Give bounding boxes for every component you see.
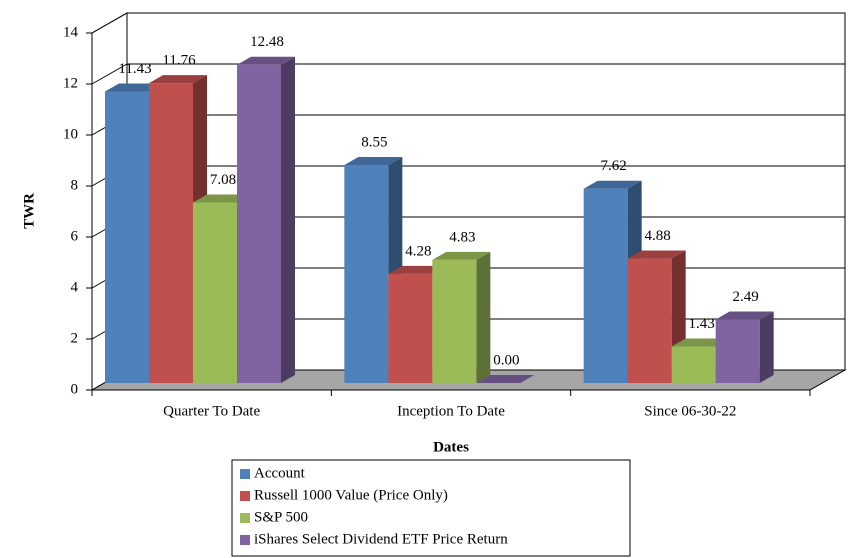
- data-label: 4.28: [405, 243, 431, 259]
- legend-swatch: [240, 469, 250, 479]
- data-label: 4.88: [645, 228, 671, 244]
- grid-line: [91, 12, 128, 34]
- x-axis-label: Dates: [433, 439, 469, 455]
- y-tick-label: 12: [63, 75, 78, 91]
- y-tick-label: 8: [71, 177, 79, 193]
- bar-top: [344, 156, 403, 165]
- data-label: 7.62: [601, 158, 627, 174]
- y-tick-label: 14: [63, 24, 79, 40]
- data-label: 11.76: [162, 53, 196, 69]
- y-axis-label: TWR: [21, 193, 37, 229]
- y-tick-label: 10: [63, 126, 78, 142]
- bar: [388, 273, 433, 383]
- bar: [105, 91, 149, 383]
- bar-top: [193, 194, 251, 203]
- bar-top: [149, 75, 207, 84]
- y-tick-label: 6: [71, 228, 79, 244]
- data-label: 0.00: [493, 352, 519, 368]
- legend-swatch: [240, 535, 250, 545]
- bar: [432, 259, 477, 383]
- y-tick-label: 4: [71, 279, 79, 295]
- bar-side: [476, 251, 491, 383]
- bar: [627, 258, 672, 383]
- legend: [231, 459, 631, 557]
- bar-side: [759, 311, 774, 383]
- bar-top: [671, 338, 730, 347]
- grid-line: [91, 63, 128, 85]
- bar: [715, 319, 760, 383]
- legend-label: iShares Select Dividend ETF Price Return: [254, 531, 508, 547]
- bar-top: [476, 375, 535, 383]
- bar: [237, 64, 281, 383]
- data-label: 11.43: [118, 61, 151, 77]
- legend-swatch: [240, 513, 250, 523]
- legend-swatch: [240, 491, 250, 501]
- bar: [193, 202, 237, 383]
- bar-top: [627, 250, 686, 259]
- bar: [149, 83, 193, 384]
- data-label: 8.55: [361, 134, 387, 150]
- data-label: 4.83: [449, 229, 475, 245]
- bar-side: [281, 56, 295, 383]
- bar: [583, 188, 628, 383]
- bar-top: [105, 83, 163, 92]
- legend-label: Account: [254, 465, 306, 481]
- y-tick-label: 0: [71, 381, 79, 397]
- legend-label: S&P 500: [254, 509, 308, 525]
- data-label: 12.48: [250, 34, 284, 50]
- bar-top: [715, 311, 774, 320]
- data-label: 7.08: [210, 172, 236, 188]
- bar-top: [583, 180, 642, 189]
- y-tick-label: 2: [71, 330, 79, 346]
- bar-top: [237, 56, 295, 65]
- bar-top: [432, 251, 491, 260]
- bar: [671, 346, 716, 383]
- bar-top: [388, 265, 447, 274]
- x-tick-label: Quarter To Date: [163, 403, 260, 419]
- x-tick-label: Inception To Date: [397, 403, 505, 419]
- bar: [344, 164, 389, 383]
- legend-label: Russell 1000 Value (Price Only): [254, 487, 448, 503]
- data-label: 1.43: [689, 316, 715, 332]
- data-label: 2.49: [733, 289, 759, 305]
- x-tick-label: Since 06-30-22: [644, 403, 736, 419]
